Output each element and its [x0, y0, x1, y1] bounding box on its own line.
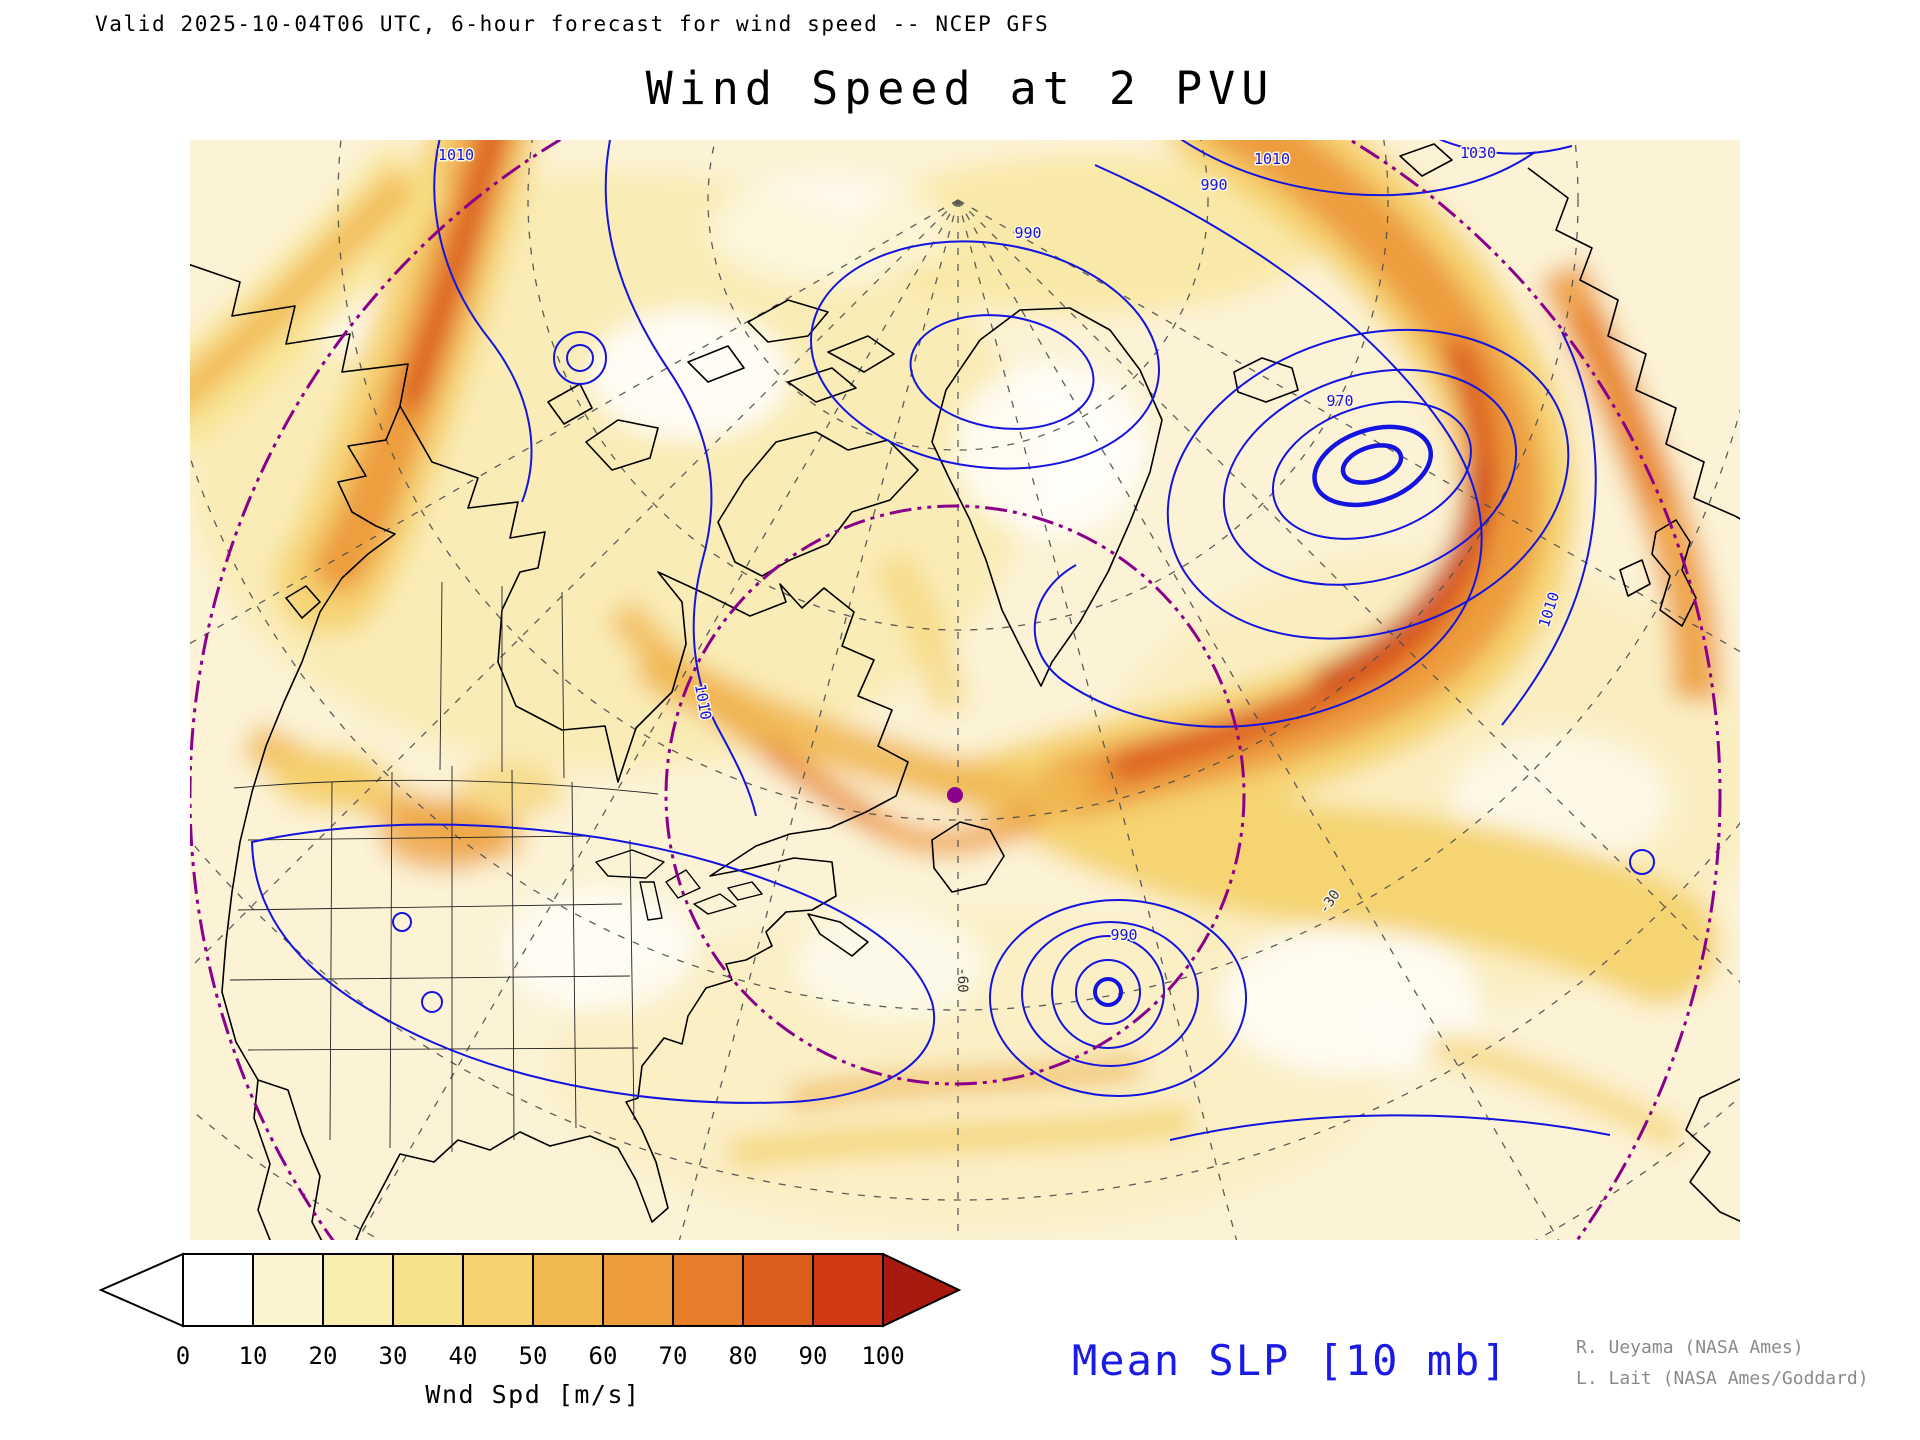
colorbar-tick: 100: [861, 1342, 905, 1370]
colorbar-segment: [742, 1253, 814, 1327]
colorbar-tick: 40: [448, 1342, 478, 1370]
range-rings: [190, 140, 1722, 1240]
contour-label: 1030: [1460, 144, 1496, 162]
credits: R. Ueyama (NASA Ames) L. Lait (NASA Ames…: [1576, 1332, 1869, 1394]
colorbar-segment: [532, 1253, 604, 1327]
colorbar-tick: 90: [798, 1342, 828, 1370]
colorbar-tick: 70: [658, 1342, 688, 1370]
colorbar-segment: [392, 1253, 464, 1327]
colorbar-segment: [252, 1253, 324, 1327]
colorbar-segment: [672, 1253, 744, 1327]
contour-label: 990: [1200, 176, 1227, 194]
map-panel: 1010 990 990 1010 1030 970 1010 1010 990…: [190, 140, 1740, 1240]
colorbar-segment: [882, 1252, 962, 1328]
colorbar-tick: 60: [588, 1342, 618, 1370]
contour-label: 1010: [438, 146, 474, 164]
credit-line: L. Lait (NASA Ames/Goddard): [1576, 1368, 1869, 1389]
colorbar-swatches: [98, 1252, 962, 1328]
valid-time-line: Valid 2025-10-04T06 UTC, 6-hour forecast…: [95, 12, 1050, 36]
state-borders: [229, 581, 659, 1152]
colorbar-tick: 0: [175, 1342, 191, 1370]
great-lakes: [595, 849, 763, 921]
station-dot: [947, 787, 963, 803]
contour-label: 990: [1014, 224, 1041, 242]
colorbar-tick: 50: [518, 1342, 548, 1370]
credit-line: R. Ueyama (NASA Ames): [1576, 1337, 1804, 1358]
page-title: Wind Speed at 2 PVU: [645, 62, 1275, 115]
map: 1010 990 990 1010 1030 970 1010 1010 990…: [190, 140, 1740, 1240]
colorbar: 0 10 20 30 40 50 60 70 80 90 100 Wnd Spd [m/s]: [98, 1250, 978, 1420]
contour-label: 970: [1326, 392, 1353, 410]
coastlines: [190, 143, 1740, 1240]
colorbar-segment: [812, 1253, 884, 1327]
colorbar-tick: 80: [728, 1342, 758, 1370]
colorbar-tick: 10: [238, 1342, 268, 1370]
colorbar-segment: [602, 1253, 674, 1327]
contour-label: 990: [1110, 926, 1137, 944]
graticule: [190, 140, 1740, 1240]
slp-legend-label: Mean SLP [10 mb]: [1072, 1336, 1509, 1385]
colorbar-segment: [322, 1253, 394, 1327]
graticule-label: -60: [954, 967, 970, 992]
colorbar-tick: 20: [308, 1342, 338, 1370]
colorbar-tick: 30: [378, 1342, 408, 1370]
colorbar-axis-label: Wnd Spd [m/s]: [425, 1380, 641, 1409]
slp-contours: [250, 140, 1655, 1141]
colorbar-segment: [462, 1253, 534, 1327]
colorbar-segment: [182, 1253, 254, 1327]
colorbar-segment: [98, 1252, 184, 1328]
contour-label: 1010: [1254, 150, 1290, 168]
wind-shading-layer: [190, 140, 1740, 1240]
